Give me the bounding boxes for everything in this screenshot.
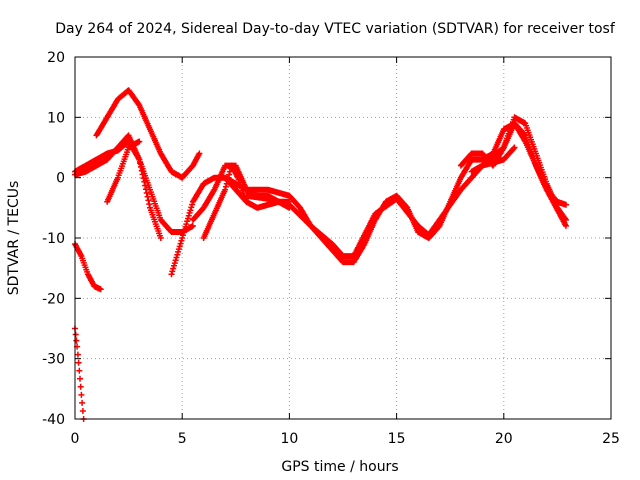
y-tick-label: -30 xyxy=(42,352,65,368)
series-s6 xyxy=(104,138,143,205)
y-tick-label: -10 xyxy=(42,231,65,247)
y-tick-label: -40 xyxy=(42,412,65,428)
grid-lines xyxy=(75,57,611,419)
series-s13 xyxy=(468,144,518,175)
y-tick-label: 10 xyxy=(47,110,65,126)
y-tick-label: -20 xyxy=(42,291,65,307)
x-tick-label: 5 xyxy=(178,431,187,447)
series-s10 xyxy=(222,120,569,266)
point-markers xyxy=(93,87,203,181)
series-s2 xyxy=(72,241,104,293)
series-s4 xyxy=(93,87,203,181)
x-tick-label: 20 xyxy=(495,431,513,447)
x-tick-label: 0 xyxy=(71,431,80,447)
axis-ticks: 0 5 10 15 20 25 -40 -30 -20 -10 0 10 20 xyxy=(42,50,620,447)
y-tick-label: 20 xyxy=(47,50,65,66)
x-tick-label: 15 xyxy=(388,431,406,447)
point-markers xyxy=(222,120,569,266)
point-markers xyxy=(243,120,569,260)
x-tick-label: 10 xyxy=(280,431,298,447)
series-s11 xyxy=(243,120,569,260)
point-markers xyxy=(72,325,87,422)
point-markers xyxy=(72,138,196,235)
point-markers xyxy=(468,144,518,175)
y-tick-label: 0 xyxy=(56,171,65,187)
series-s1 xyxy=(72,325,87,422)
data-points xyxy=(72,87,569,422)
series-s5 xyxy=(72,138,196,235)
x-tick-label: 25 xyxy=(602,431,620,447)
point-markers xyxy=(72,241,104,293)
point-markers xyxy=(104,138,143,205)
x-axis-label: GPS time / hours xyxy=(281,459,398,475)
y-axis-label: SDTVAR / TECUs xyxy=(6,181,22,296)
chart-title: Day 264 of 2024, Sidereal Day-to-day VTE… xyxy=(55,21,616,37)
